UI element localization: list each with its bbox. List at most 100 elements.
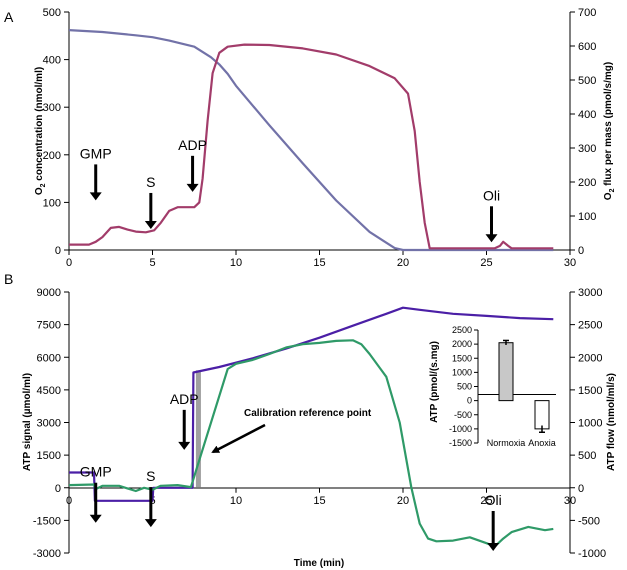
inset-y-tick-label: 2500 xyxy=(452,325,472,335)
a-y2-tick-label: 300 xyxy=(578,143,596,155)
a-x-tick-label: 25 xyxy=(480,257,492,269)
b-x-axis-title: Time (min) xyxy=(294,558,344,569)
inset-y-tick-label: 500 xyxy=(457,382,472,392)
b-y-tick-label: 3000 xyxy=(37,418,61,430)
calibration-bar xyxy=(195,370,201,488)
a-series xyxy=(68,29,554,252)
b-y-axis-title: ATP signal (µmol/ml) xyxy=(22,373,33,471)
a-y-ticks: 0 100 200 300 400 500 xyxy=(43,7,69,257)
b-y-tick-label: 6000 xyxy=(37,352,61,364)
a-x-tick-label: 5 xyxy=(149,257,155,269)
inset-y-tick-label: 1000 xyxy=(452,367,472,377)
a-y2-tick-label: 100 xyxy=(578,211,596,223)
b-arrowhead-adp xyxy=(178,441,191,450)
a-x-tick-label: 30 xyxy=(564,257,576,269)
b-y2-tick-label: 3000 xyxy=(578,287,602,299)
a-y-tick-label: 0 xyxy=(55,245,61,257)
a-series-o2-flux-per-mass xyxy=(69,43,554,250)
a-annotations: GMP S ADP Oli xyxy=(80,137,500,243)
a-arrowhead-gmp xyxy=(89,192,102,201)
a-y-tick-label: 500 xyxy=(43,7,61,19)
inset-y-tick-label: -1500 xyxy=(449,438,472,448)
a-y-tick-label: 200 xyxy=(43,150,61,162)
panel-a-label: A xyxy=(4,9,14,25)
b-y2-tick-label: 1000 xyxy=(578,418,602,430)
b-y-tick-label: 4500 xyxy=(37,385,61,397)
a-y2-axis-title: O2 flux per mass (pmol/s/mg) xyxy=(603,62,616,200)
b-y2-tick-label: 0 xyxy=(578,483,584,495)
b-y2-axis-title: ATP flow (nmol/ml/s) xyxy=(606,373,617,471)
b-arrowhead-s xyxy=(144,519,157,528)
b-arrowhead-gmp xyxy=(89,514,102,523)
b-y-tick-label: 1500 xyxy=(37,450,61,462)
a-x-tick-label: 10 xyxy=(230,257,242,269)
b-x-ticks: 0 5 10 15 20 25 30 xyxy=(66,487,576,507)
b-annotation-s: S xyxy=(146,468,155,484)
a-y2-tick-label: 500 xyxy=(578,75,596,87)
b-y2-tick-label: 1500 xyxy=(578,385,602,397)
inset-y-tick-label: 1500 xyxy=(452,353,472,363)
inset-chart: 2500 2000 1500 1000 500 0 -500 -1000 -1500 Normo… xyxy=(429,325,556,448)
b-y2-ticks: -1000 -500 0 500 1000 1500 2000 2500 3000 xyxy=(570,287,606,560)
b-x-tick-label: 20 xyxy=(397,495,409,507)
a-annotation-s: S xyxy=(146,174,155,190)
inset-bar-normoxia xyxy=(498,342,514,402)
b-y-ticks: -3000 -1500 0 1500 3000 4500 6000 7500 9000 xyxy=(33,287,69,560)
a-annotation-adp: ADP xyxy=(178,137,207,153)
a-y2-tick-label: 700 xyxy=(578,7,596,19)
b-x-tick-label: 25 xyxy=(480,495,492,507)
b-y-tick-label: 7500 xyxy=(37,320,61,332)
b-series-atp-signal xyxy=(69,306,554,502)
a-y-tick-label: 300 xyxy=(43,102,61,114)
a-x-ticks: 0 5 10 15 20 25 30 xyxy=(66,250,576,269)
b-y2-tick-label: 2500 xyxy=(578,320,602,332)
calibration-arrow xyxy=(211,423,266,454)
b-annotation-oli: Oli xyxy=(485,492,502,508)
inset-category-normoxia: Normoxia xyxy=(487,438,526,448)
b-x-tick-label: 30 xyxy=(564,495,576,507)
b-annotation-adp: ADP xyxy=(170,391,199,407)
a-y2-ticks: 0 100 200 300 400 500 600 700 xyxy=(570,7,596,257)
a-arrowhead-oli xyxy=(485,234,498,243)
a-y2-tick-label: 400 xyxy=(578,109,596,121)
a-arrowhead-adp xyxy=(186,183,199,192)
a-series-o2-concentration xyxy=(68,29,554,252)
panel-b-label: B xyxy=(4,271,13,287)
a-y-tick-label: 100 xyxy=(43,197,61,209)
a-y2-tick-label: 600 xyxy=(578,41,596,53)
inset-y-axis-title: ATP (pmol/(s.mg) xyxy=(429,341,440,423)
a-y-tick-label: 400 xyxy=(43,55,61,67)
b-x-tick-label: 15 xyxy=(313,495,325,507)
a-x-tick-label: 20 xyxy=(397,257,409,269)
inset-y-tick-label: -1000 xyxy=(449,424,472,434)
inset-y-tick-label: -500 xyxy=(454,410,472,420)
a-y2-tick-label: 200 xyxy=(578,177,596,189)
calibration-label: Calibration reference point xyxy=(244,408,372,419)
a-y-axis-title: O2 concentration (nmol/ml) xyxy=(34,67,47,195)
b-x-tick-label: 10 xyxy=(230,495,242,507)
b-y-tick-label: -1500 xyxy=(33,515,61,527)
b-y2-tick-label: -500 xyxy=(578,515,600,527)
inset-y-tick-label: 2000 xyxy=(452,339,472,349)
b-y2-tick-label: 2000 xyxy=(578,352,602,364)
b-arrowhead-oli xyxy=(487,543,500,551)
b-annotations: GMP S ADP Oli xyxy=(80,391,502,551)
b-y2-tick-label: -1000 xyxy=(578,548,606,560)
b-series xyxy=(68,306,554,548)
inset-y-ticks: 2500 2000 1500 1000 500 0 -500 -1000 -1500 xyxy=(449,325,478,448)
inset-category-anoxia: Anoxia xyxy=(528,438,556,448)
a-y2-tick-label: 0 xyxy=(578,245,584,257)
b-series-atp-flow xyxy=(68,339,554,548)
inset-y-tick-label: 0 xyxy=(467,396,472,406)
a-x-tick-label: 15 xyxy=(313,257,325,269)
b-y-tick-label: 9000 xyxy=(37,287,61,299)
b-y2-tick-label: 500 xyxy=(578,450,596,462)
b-y-tick-label: -3000 xyxy=(33,548,61,560)
a-x-tick-label: 0 xyxy=(66,257,72,269)
b-y-tick-label: 0 xyxy=(55,483,61,495)
a-annotation-gmp: GMP xyxy=(80,145,112,161)
b-x-tick-label: 0 xyxy=(66,495,72,507)
